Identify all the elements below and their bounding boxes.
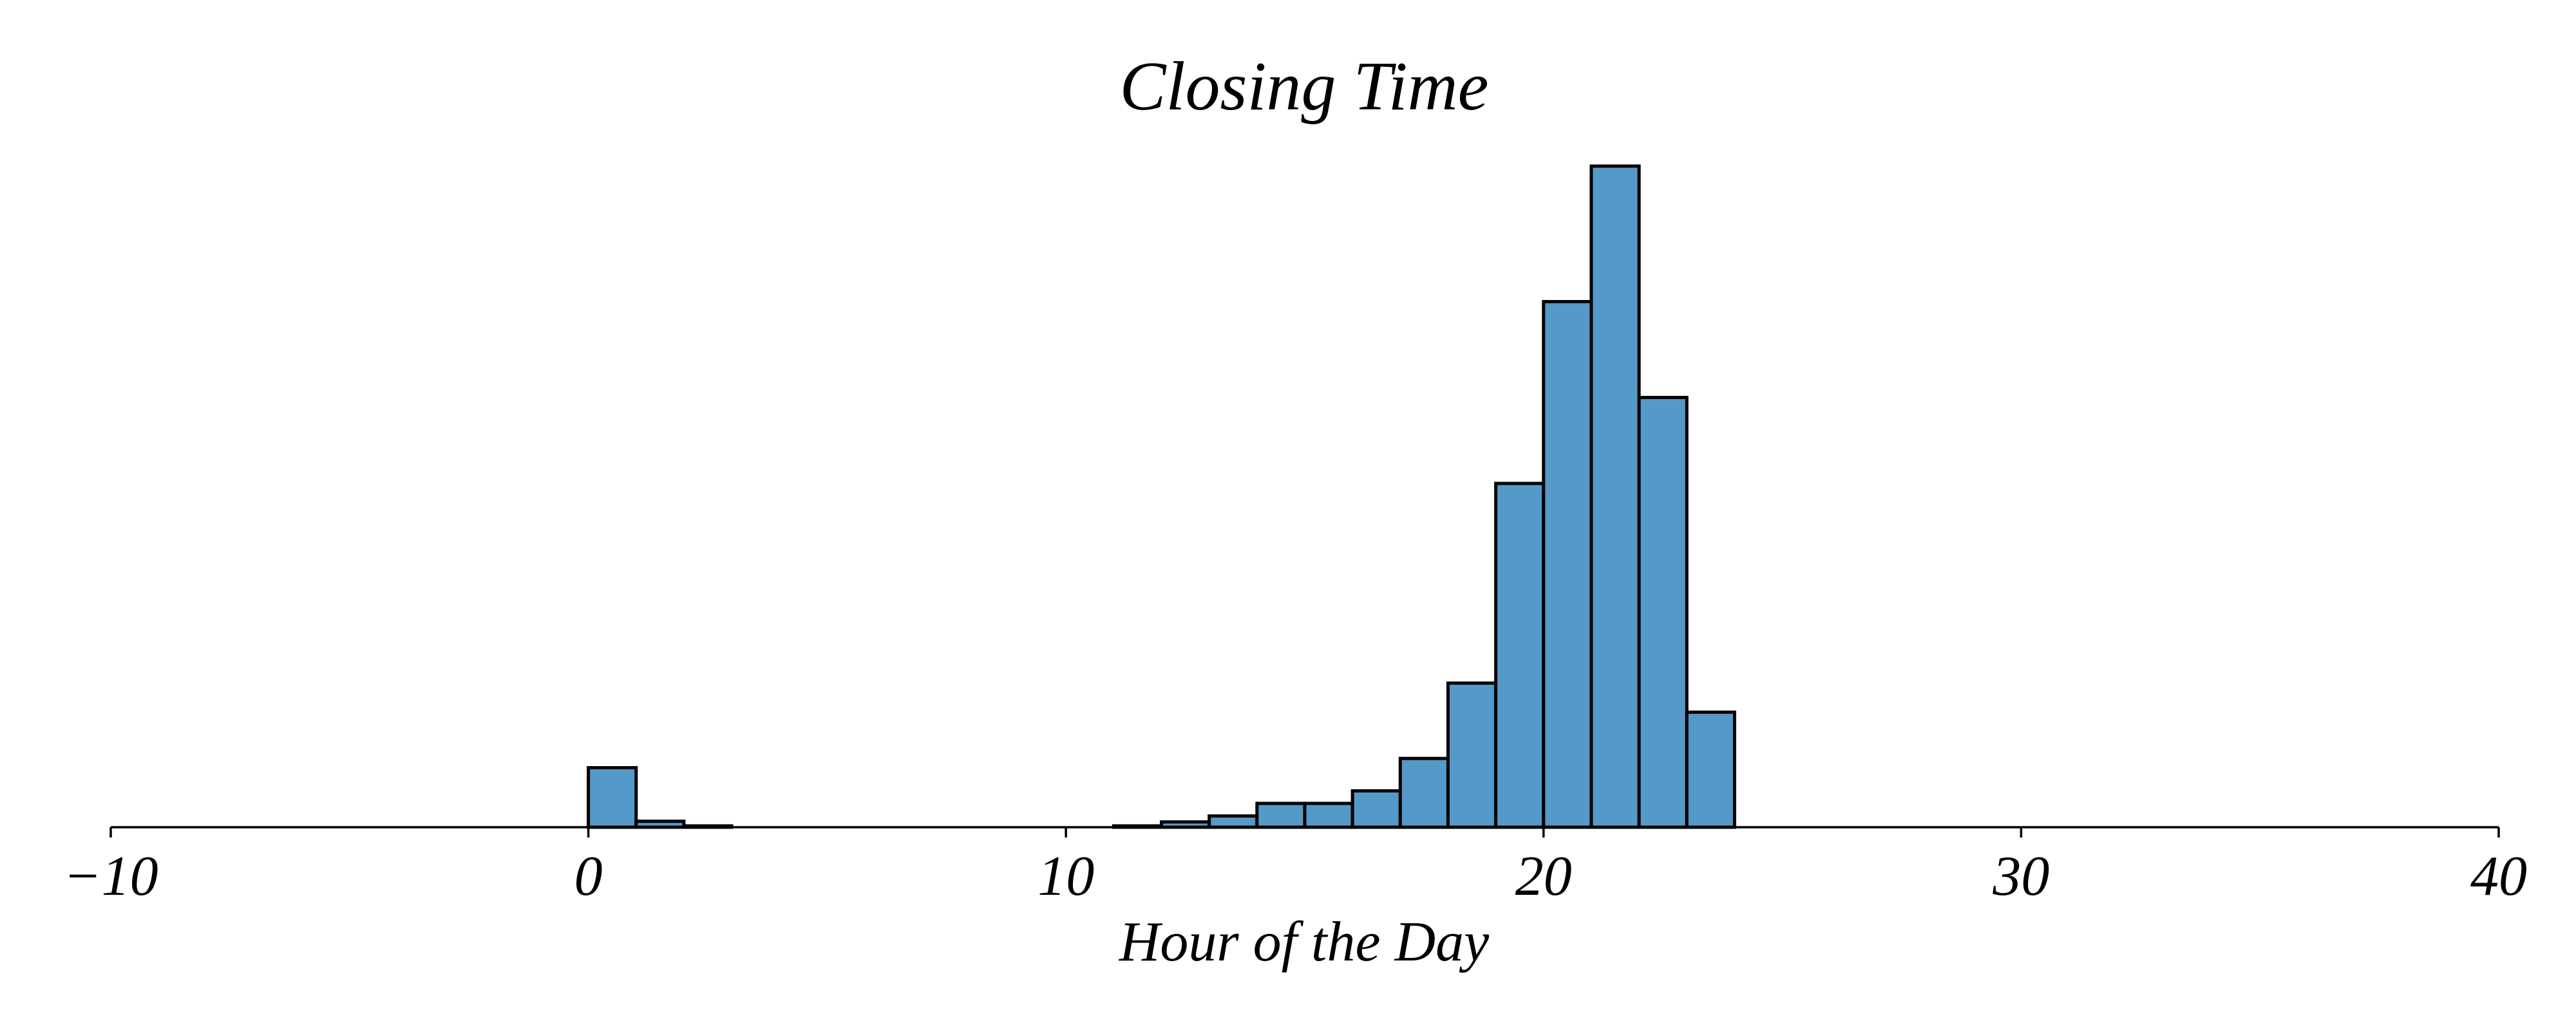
histogram-bar [1255,801,1307,829]
histogram-bar [1208,814,1259,829]
histogram-bar [1350,789,1402,829]
histogram-bar [1589,164,1641,829]
chart-title: Closing Time [1119,48,1488,125]
x-tick-label: 30 [1992,845,2049,908]
histogram-bar [1637,395,1689,829]
x-tick-label: 0 [574,845,603,908]
x-tick-label: 20 [1515,845,1572,908]
x-axis-ticks: −10 0 10 20 30 40 [63,827,2527,908]
histogram-bar [1542,300,1593,829]
x-tick-label: 40 [2470,845,2527,908]
x-axis-label: Hour of the Day [1119,911,1490,973]
x-tick-label: 10 [1037,845,1094,908]
histogram-bar [1494,482,1546,829]
x-tick-label: −10 [63,845,158,908]
histogram-bar [1398,756,1450,829]
histogram-bar [1303,801,1354,829]
histogram-bar [1685,710,1736,829]
histogram-bar [587,766,638,829]
histogram-bar [1446,681,1498,829]
histogram-bars [587,164,1736,829]
